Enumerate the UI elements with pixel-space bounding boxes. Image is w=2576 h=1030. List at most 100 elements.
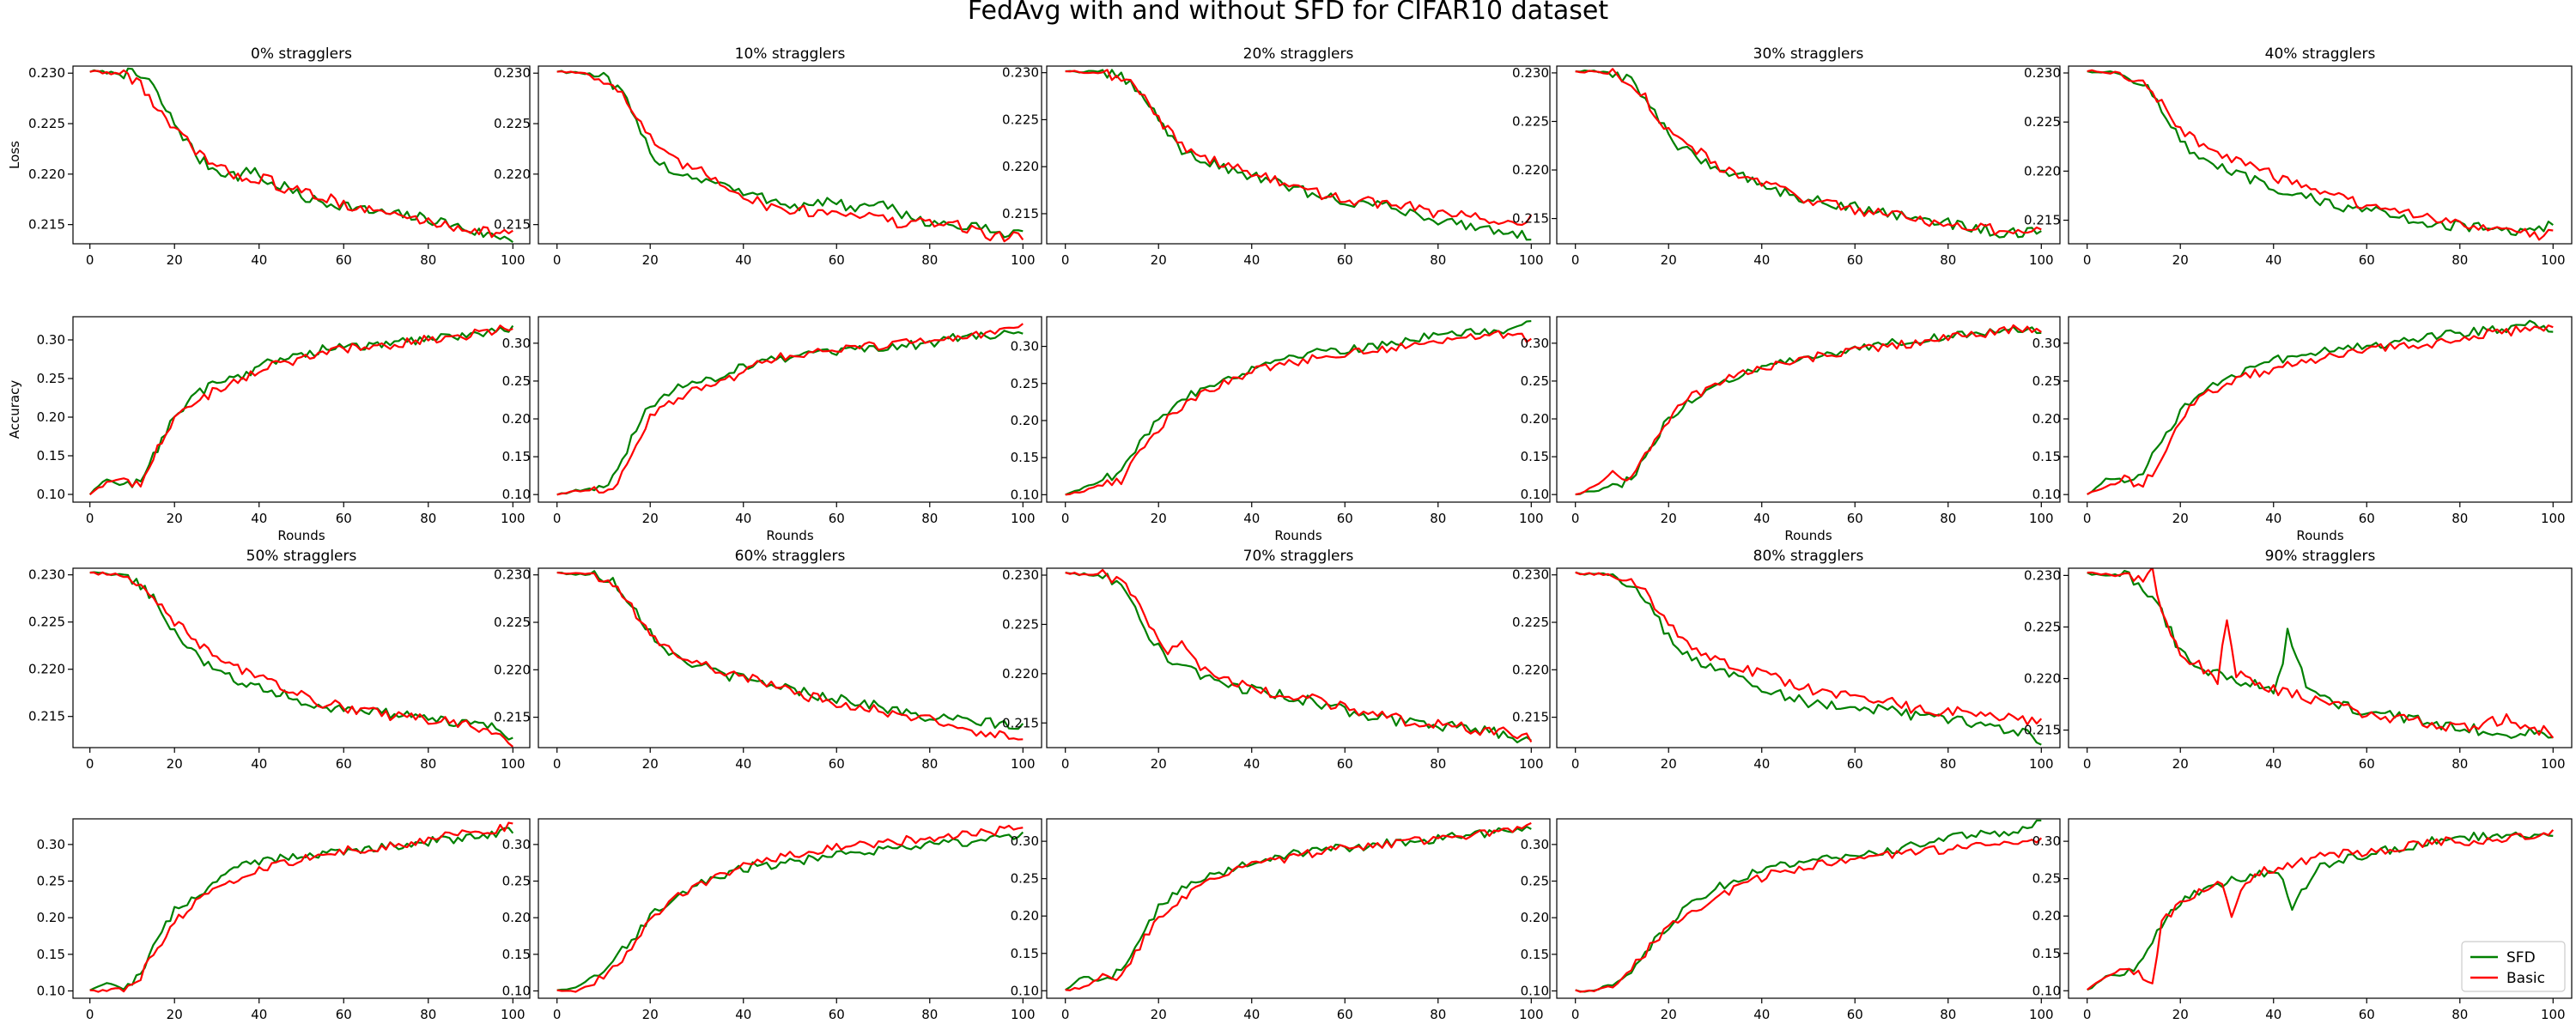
y-tick-label: 0.220 [1002, 159, 1039, 174]
subplot-19: 0 20 40 60 80 100 0.10 0.15 0.20 0.25 0.30 [1521, 818, 2061, 1022]
y-tick-label: 0.20 [502, 910, 531, 925]
axes-frame [538, 567, 1042, 748]
x-tick-label: 40 [1753, 756, 1770, 772]
x-tick-label: 60 [2359, 252, 2375, 268]
axes-frame [1556, 65, 2061, 245]
axes-frame [1046, 818, 1551, 999]
series-line-sfd [1065, 319, 1532, 496]
series-line-sfd [1065, 825, 1532, 991]
x-tick-label: 0 [553, 756, 562, 772]
y-tick-label: 0.10 [502, 487, 531, 502]
x-tick-label: 40 [2265, 252, 2281, 268]
x-tick-label: 0 [2083, 1007, 2092, 1022]
axes-frame [72, 567, 531, 748]
x-axis-label: Rounds [2296, 528, 2343, 543]
x-tick-label: 40 [251, 252, 267, 268]
y-tick-label: 0.10 [37, 983, 65, 998]
y-tick-label: 0.30 [1011, 339, 1039, 354]
x-tick-label: 60 [1847, 511, 1863, 526]
x-tick-label: 0 [1061, 1007, 1070, 1022]
x-tick-label: 60 [829, 252, 845, 268]
y-tick-label: 0.230 [2024, 567, 2061, 583]
x-tick-label: 20 [2172, 756, 2189, 772]
x-tick-label: 0 [1571, 756, 1580, 772]
subplot-13: 0 20 40 60 80 100 0.215 0.220 0.225 0.230 70% stra… [1002, 548, 1551, 772]
x-tick-label: 100 [2029, 756, 2054, 772]
axes-frame [1046, 65, 1551, 245]
x-tick-label: 80 [1940, 1007, 1956, 1022]
legend-box [2461, 941, 2566, 992]
y-tick-label: 0.10 [1011, 983, 1039, 998]
x-tick-label: 40 [735, 252, 751, 268]
subplot-20: 0 20 40 60 80 100 0.10 0.15 0.20 0.25 0.30 SFD Basic [2032, 818, 2573, 1022]
x-tick-label: 80 [921, 511, 938, 526]
y-tick-label: 0.225 [1002, 616, 1039, 632]
subplot-title: 40% stragglers [2265, 45, 2376, 63]
series-line-sfd [556, 330, 1024, 496]
subplot-7: 0 20 40 60 80 100 0.10 0.15 0.20 0.25 0.30 Rounds [502, 316, 1042, 543]
y-tick-label: 0.215 [1002, 715, 1039, 730]
x-tick-label: 60 [1847, 1007, 1863, 1022]
y-tick-label: 0.10 [1011, 487, 1039, 502]
series-line-basic [556, 824, 1024, 993]
x-tick-label: 0 [1571, 1007, 1580, 1022]
y-tick-label: 0.225 [28, 615, 65, 630]
y-tick-label: 0.25 [2032, 373, 2061, 389]
x-axis-label: Rounds [277, 528, 325, 543]
y-tick-label: 0.15 [1521, 449, 1549, 464]
subplot-title: 70% stragglers [1243, 548, 1354, 565]
x-tick-label: 0 [1571, 252, 1580, 268]
y-tick-label: 0.15 [1521, 947, 1549, 962]
y-tick-label: 0.10 [1521, 487, 1549, 502]
axes-frame [1556, 818, 2061, 999]
subplot-title: 30% stragglers [1753, 45, 1864, 63]
x-tick-label: 20 [167, 511, 183, 526]
subplot-5: 0 20 40 60 80 100 0.215 0.220 0.225 0.230 40% stra… [2024, 45, 2573, 268]
y-tick-label: 0.220 [1002, 666, 1039, 682]
series-line-basic [556, 70, 1024, 243]
x-tick-label: 80 [420, 511, 436, 526]
x-tick-label: 100 [501, 1007, 526, 1022]
x-tick-label: 0 [1061, 252, 1070, 268]
x-tick-label: 0 [1571, 511, 1580, 526]
subplot-6: 0 20 40 60 80 100 0.10 0.15 0.20 0.25 0.30 Rounds Ac… [7, 316, 531, 543]
series-line-sfd [89, 827, 514, 991]
x-tick-label: 40 [1753, 511, 1770, 526]
x-tick-label: 40 [735, 511, 751, 526]
x-tick-label: 20 [1151, 252, 1167, 268]
axes-frame [2068, 65, 2573, 245]
y-tick-label: 0.225 [1512, 113, 1549, 129]
y-tick-label: 0.230 [1002, 567, 1039, 583]
x-tick-label: 0 [86, 1007, 94, 1022]
y-tick-label: 0.220 [28, 662, 65, 677]
x-tick-label: 0 [86, 756, 94, 772]
y-tick-label: 0.225 [1512, 615, 1549, 630]
x-tick-label: 80 [1430, 252, 1446, 268]
x-tick-label: 100 [1519, 252, 1544, 268]
series-line-basic [1575, 571, 2043, 726]
x-tick-label: 100 [2029, 1007, 2054, 1022]
y-tick-label: 0.20 [1011, 908, 1039, 924]
series-line-sfd [88, 324, 514, 495]
subplot-title: 50% stragglers [246, 548, 357, 565]
axes-frame [72, 818, 531, 999]
y-tick-label: 0.215 [1002, 206, 1039, 221]
y-tick-label: 0.15 [2032, 946, 2061, 961]
series-line-basic [556, 323, 1024, 496]
x-tick-label: 20 [1151, 511, 1167, 526]
x-tick-label: 60 [2359, 756, 2375, 772]
y-tick-label: 0.215 [2024, 723, 2061, 738]
axes-frame [538, 65, 1042, 245]
x-tick-label: 40 [1753, 1007, 1770, 1022]
y-tick-label: 0.230 [2024, 65, 2061, 81]
x-tick-label: 20 [2172, 1007, 2189, 1022]
y-tick-label: 0.30 [1521, 336, 1549, 351]
y-tick-label: 0.10 [2032, 983, 2061, 998]
y-tick-label: 0.30 [502, 336, 531, 351]
subplot-16: 0 20 40 60 80 100 0.10 0.15 0.20 0.25 0.30 [37, 818, 531, 1022]
series-line-basic [1575, 68, 2042, 236]
x-tick-label: 100 [501, 252, 526, 268]
subplot-3: 0 20 40 60 80 100 0.215 0.220 0.225 0.230 20% stra… [1002, 45, 1551, 268]
axes-frame [1046, 316, 1551, 503]
subplot-2: 0 20 40 60 80 100 0.215 0.220 0.225 0.230 10% stra… [494, 45, 1042, 268]
